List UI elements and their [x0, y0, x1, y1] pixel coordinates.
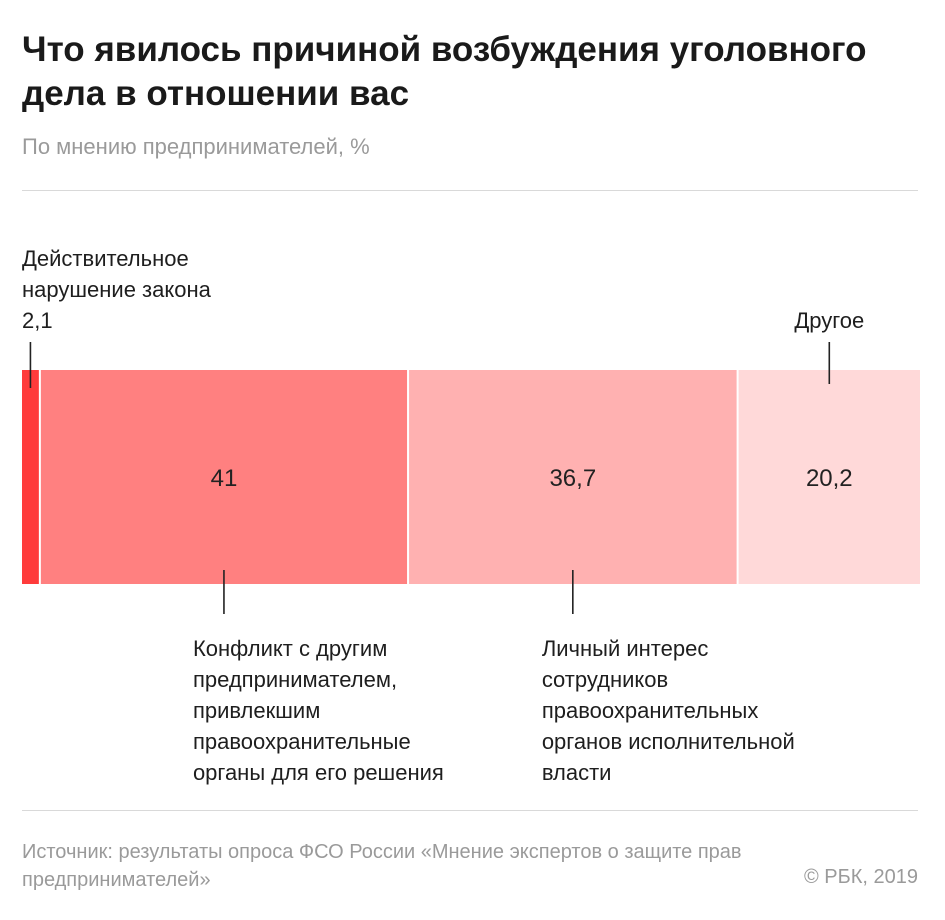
- category-label-3: сотрудников: [542, 667, 668, 692]
- category-label-2: органы для его решения: [193, 760, 444, 785]
- category-label-3: правоохранительных: [542, 698, 759, 723]
- bar-segment-1: [22, 370, 39, 584]
- bar-segment-4: [738, 370, 920, 584]
- value-label-3: 36,7: [549, 465, 596, 492]
- category-label-3: власти: [542, 760, 612, 785]
- category-label-1: Действительное: [22, 246, 189, 271]
- category-label-2: привлекшим: [193, 698, 320, 723]
- category-label-2: правоохранительные: [193, 729, 411, 754]
- bottom-divider: [22, 810, 918, 811]
- category-label-1: нарушение закона: [22, 277, 212, 302]
- value-label-1: 2,1: [22, 308, 53, 333]
- bar-segment-3: [409, 370, 737, 584]
- chart-subtitle: По мнению предпринимателей, %: [22, 134, 370, 159]
- category-label-4: Другое: [794, 308, 864, 333]
- copyright: © РБК, 2019: [803, 866, 918, 888]
- chart-title: Что явилось причиной возбуждения уголовн…: [22, 30, 867, 113]
- value-label-2: 41: [211, 465, 238, 492]
- value-label-4: 20,2: [806, 465, 853, 492]
- source-note: Источник: результаты опроса ФСО России «…: [22, 841, 742, 891]
- category-label-2: предпринимателем,: [193, 667, 397, 692]
- bar-segment-2: [40, 370, 408, 584]
- category-label-2: Конфликт с другим: [193, 636, 387, 661]
- category-label-3: Личный интерес: [542, 636, 709, 661]
- category-label-3: органов исполнительной: [542, 729, 795, 754]
- stacked-bar-chart: Действительное нарушение закона 2,1 41 Конфл…: [22, 246, 920, 785]
- top-divider: [22, 190, 918, 191]
